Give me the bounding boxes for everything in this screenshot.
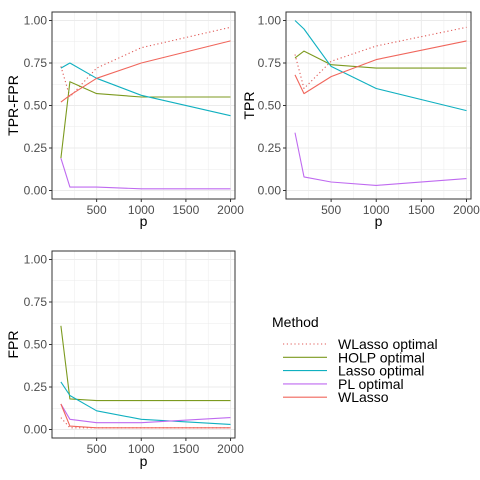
x-tick-label: 1000	[128, 442, 155, 456]
x-axis-title: p	[140, 453, 148, 469]
series-line-pl-optimal	[60, 158, 231, 190]
legend-item-wlasso-optimal: WLasso optimal	[283, 336, 438, 352]
x-axis-title: p	[140, 213, 148, 229]
series-line-lasso-optimal	[294, 20, 467, 112]
legend-item-holp-optimal: HOLP optimal	[283, 349, 425, 365]
legend-item-pl-optimal: PL optimal	[283, 376, 404, 392]
series-line-wlasso-optimal	[294, 26, 467, 90]
y-axis-title: TPR	[241, 92, 257, 120]
series-line-holp-optimal	[60, 81, 231, 159]
x-tick-label: 1000	[363, 203, 390, 217]
series-line-pl-optimal	[294, 132, 467, 186]
x-tick-label: 1500	[173, 442, 200, 456]
legend-item-wlasso: WLasso	[283, 389, 389, 405]
legend-item-lasso-optimal: Lasso optimal	[283, 363, 424, 379]
y-tick-label: 0.50	[258, 99, 282, 113]
series-line-holp-optimal	[60, 325, 231, 402]
y-tick-label: 0.50	[24, 338, 48, 352]
legend-label: PL optimal	[338, 376, 404, 392]
y-tick-label: 0.75	[24, 295, 48, 309]
y-tick-label: 0.00	[24, 423, 48, 437]
x-tick-label: 500	[87, 442, 107, 456]
y-tick-label: 0.25	[24, 141, 48, 155]
x-tick-label: 1000	[128, 203, 155, 217]
legend-label: WLasso optimal	[338, 336, 438, 352]
x-tick-label: 500	[87, 203, 107, 217]
y-tick-label: 1.00	[24, 14, 48, 28]
y-axis-title: FPR	[5, 331, 21, 359]
panel-tpr: 500 1000 1500 2000 0.00 0.25 0.50 0.75 1.00 p TPR	[241, 11, 480, 229]
y-tick-label: 0.75	[24, 56, 48, 70]
x-tick-label: 500	[321, 203, 341, 217]
x-tick-label: 2000	[217, 203, 244, 217]
series-line-wlasso	[60, 403, 231, 429]
x-tick-label: 1500	[173, 203, 200, 217]
y-tick-label: 0.00	[258, 184, 282, 198]
x-tick-label: 2000	[453, 203, 480, 217]
series-line-pl-optimal	[60, 403, 231, 424]
y-tick-label: 0.00	[24, 184, 48, 198]
legend-label: Lasso optimal	[338, 363, 424, 379]
y-tick-label: 0.50	[24, 99, 48, 113]
legend-label: WLasso	[338, 389, 389, 405]
y-tick-label: 0.25	[24, 380, 48, 394]
legend-label: HOLP optimal	[338, 349, 425, 365]
legend-title: Method	[272, 314, 319, 330]
y-tick-label: 1.00	[258, 14, 282, 28]
x-tick-label: 2000	[217, 442, 244, 456]
x-tick-label: 1500	[408, 203, 435, 217]
series-line-holp-optimal	[294, 50, 467, 69]
panel-fpr: 500 1000 1500 2000 0.00 0.25 0.50 0.75 1.00 p FPR	[5, 250, 244, 469]
series-line-wlasso	[294, 40, 467, 95]
series-line-wlasso	[60, 40, 231, 103]
y-tick-label: 1.00	[24, 253, 48, 267]
panel-tpr-fpr: 500 1000 1500 2000 0.00 0.25 0.50 0.75 1.00 p TPR-…	[5, 11, 244, 229]
y-tick-label: 0.75	[258, 56, 282, 70]
y-axis-title: TPR-FPR	[5, 75, 21, 136]
y-tick-label: 0.25	[258, 141, 282, 155]
x-axis-title: p	[375, 213, 383, 229]
